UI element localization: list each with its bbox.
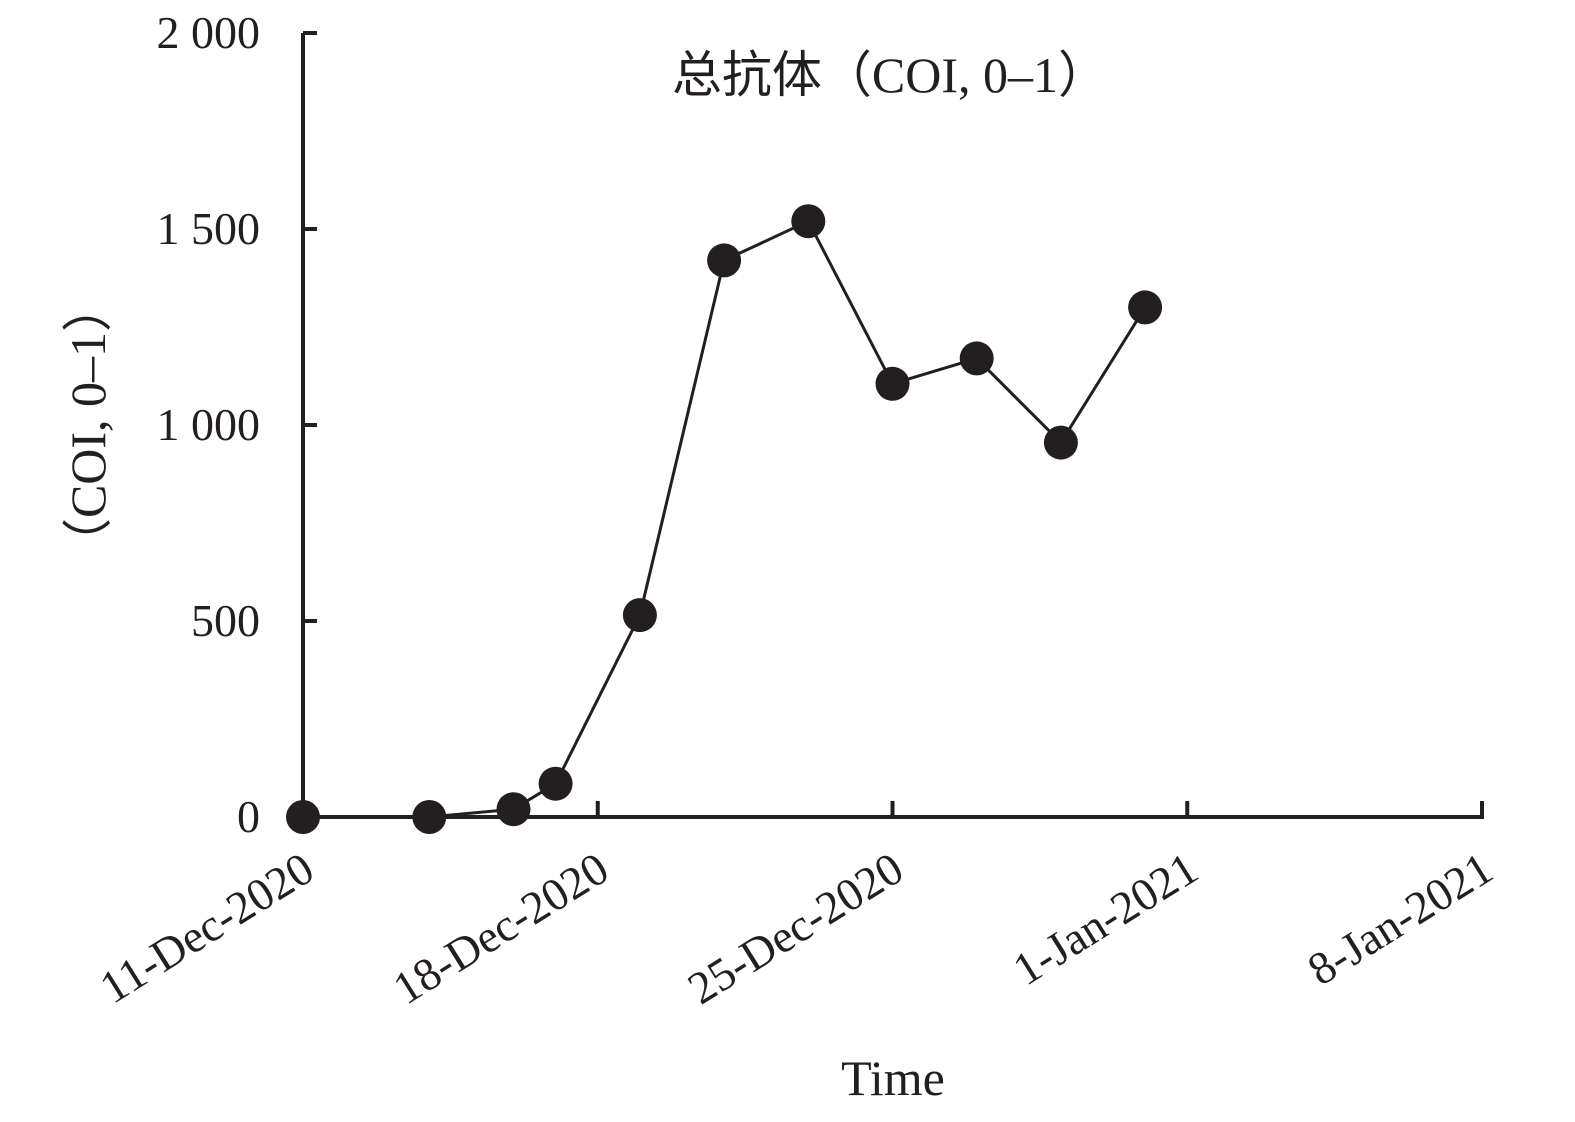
data-point — [286, 800, 320, 834]
series-line — [303, 219, 1147, 819]
y-tick-label: 0 — [237, 791, 260, 842]
x-axis-title: Time — [841, 1050, 945, 1106]
data-series — [286, 204, 1163, 834]
chart-title: 总抗体（COI, 0–1） — [672, 47, 1108, 103]
y-tick-label: 2 000 — [157, 7, 261, 58]
y-axis-ticks: 0 500 1 000 1 500 2 000 — [157, 7, 317, 842]
x-tick-label: 8-Jan-2021 — [1299, 842, 1502, 995]
data-point — [707, 243, 742, 278]
data-point — [412, 800, 447, 834]
data-point — [1043, 425, 1078, 460]
y-tick-label: 500 — [191, 595, 260, 646]
x-tick-label: 25-Dec-2020 — [679, 842, 912, 1014]
data-point — [622, 598, 657, 633]
data-point — [875, 366, 910, 401]
y-tick-label: 1 500 — [157, 203, 261, 254]
axes — [301, 33, 1484, 819]
data-point — [496, 792, 531, 827]
data-point — [1128, 290, 1163, 325]
data-point — [959, 341, 994, 376]
x-tick-label: 1-Jan-2021 — [1004, 842, 1207, 995]
data-point — [791, 204, 826, 239]
data-point — [538, 766, 573, 801]
y-tick-label: 1 000 — [157, 399, 261, 450]
y-axis-title: （COI, 0–1） — [60, 282, 116, 568]
x-tick-label: 18-Dec-2020 — [384, 842, 617, 1014]
x-tick-label: 11-Dec-2020 — [91, 842, 322, 1013]
